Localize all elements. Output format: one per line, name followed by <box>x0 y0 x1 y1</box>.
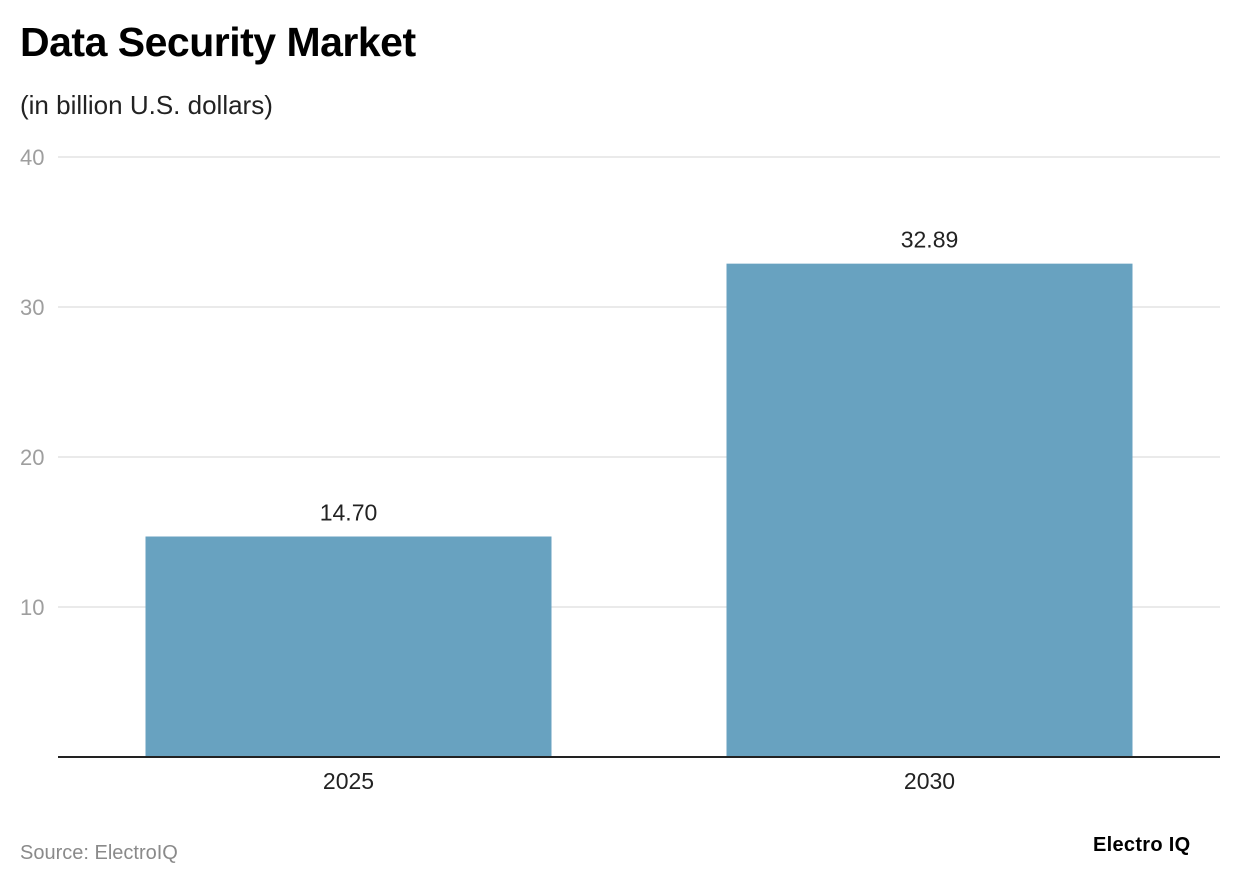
bar-2030 <box>726 263 1133 757</box>
y-tick-label: 40 <box>20 145 44 170</box>
chart-title: Data Security Market <box>20 19 416 65</box>
x-tick-label: 2030 <box>904 768 955 794</box>
data-label: 14.70 <box>320 500 378 526</box>
x-tick-label: 2025 <box>323 768 374 794</box>
source-note: Source: ElectroIQ <box>20 842 178 864</box>
chart-subtitle: (in billion U.S. dollars) <box>20 90 273 120</box>
brand-logo: Electro IQ <box>1093 834 1191 856</box>
data-label: 32.89 <box>901 227 959 253</box>
y-tick-label: 10 <box>20 595 44 620</box>
y-tick-label: 20 <box>20 445 44 470</box>
y-tick-label: 30 <box>20 295 44 320</box>
bar-2025 <box>145 536 552 757</box>
